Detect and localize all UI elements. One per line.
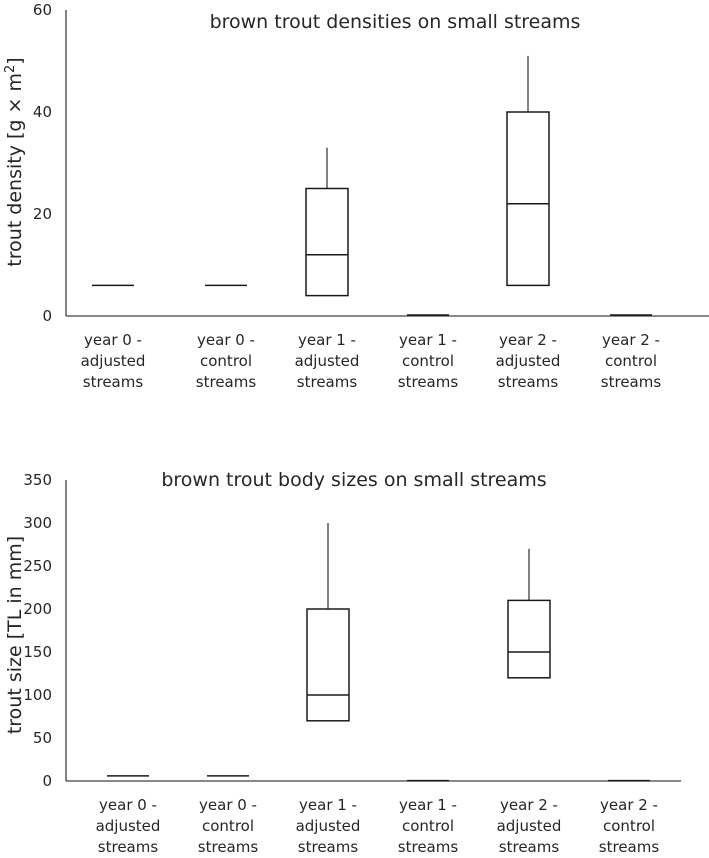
size-chart-title: brown trout body sizes on small streams bbox=[161, 469, 546, 491]
size-y-tick-label: 300 bbox=[23, 514, 52, 532]
density-category-label: year 1 -adjusted streams bbox=[295, 331, 360, 391]
density-y-tick-label: 20 bbox=[33, 205, 52, 223]
size-category-label: year 0 -control streams bbox=[198, 796, 259, 856]
density-chart: brown trout densities on small streams t… bbox=[3, 1, 709, 391]
density-category-label: year 2 -control streams bbox=[601, 331, 662, 391]
size-category-label: year 2 -control streams bbox=[599, 796, 660, 856]
size-y-tick-label: 150 bbox=[23, 643, 52, 661]
size-box-3 bbox=[306, 523, 350, 722]
size-y-tick-label: 0 bbox=[42, 772, 52, 790]
size-chart: brown trout body sizes on small streams … bbox=[4, 469, 681, 856]
density-y-tick-label: 40 bbox=[33, 103, 52, 121]
density-box-rect bbox=[305, 187, 349, 297]
density-category-label: year 0 -control streams bbox=[196, 331, 257, 391]
size-box-5 bbox=[507, 548, 551, 679]
density-category-label: year 2 -adjusted streams bbox=[496, 331, 561, 391]
density-y-tick-label: 60 bbox=[33, 1, 52, 19]
size-y-tick-label: 200 bbox=[23, 600, 52, 618]
size-y-tick-label: 350 bbox=[23, 471, 52, 489]
size-box-rect bbox=[306, 608, 350, 722]
size-category-label: year 2 -adjusted streams bbox=[497, 796, 562, 856]
density-category-label: year 0 -adjusted streams bbox=[81, 331, 146, 391]
density-y-tick-label: 0 bbox=[42, 307, 52, 325]
size-category-label: year 1 -adjusted streams bbox=[296, 796, 361, 856]
size-y-tick-label: 100 bbox=[23, 686, 52, 704]
size-category-label: year 0 -adjusted streams bbox=[96, 796, 161, 856]
size-y-tick-label: 50 bbox=[33, 729, 52, 747]
size-y-tick-label: 250 bbox=[23, 557, 52, 575]
size-box-rect bbox=[507, 599, 551, 679]
density-box-3 bbox=[305, 147, 349, 297]
density-chart-title: brown trout densities on small streams bbox=[210, 11, 581, 33]
density-y-axis-label: trout density [g × m2] bbox=[3, 57, 26, 266]
size-y-axis-label: trout size [TL in mm] bbox=[4, 536, 26, 734]
density-box-rect bbox=[506, 111, 550, 287]
density-box-5 bbox=[506, 55, 550, 287]
size-category-label: year 1 -control streams bbox=[398, 796, 459, 856]
density-category-label: year 1 -control streams bbox=[398, 331, 459, 391]
